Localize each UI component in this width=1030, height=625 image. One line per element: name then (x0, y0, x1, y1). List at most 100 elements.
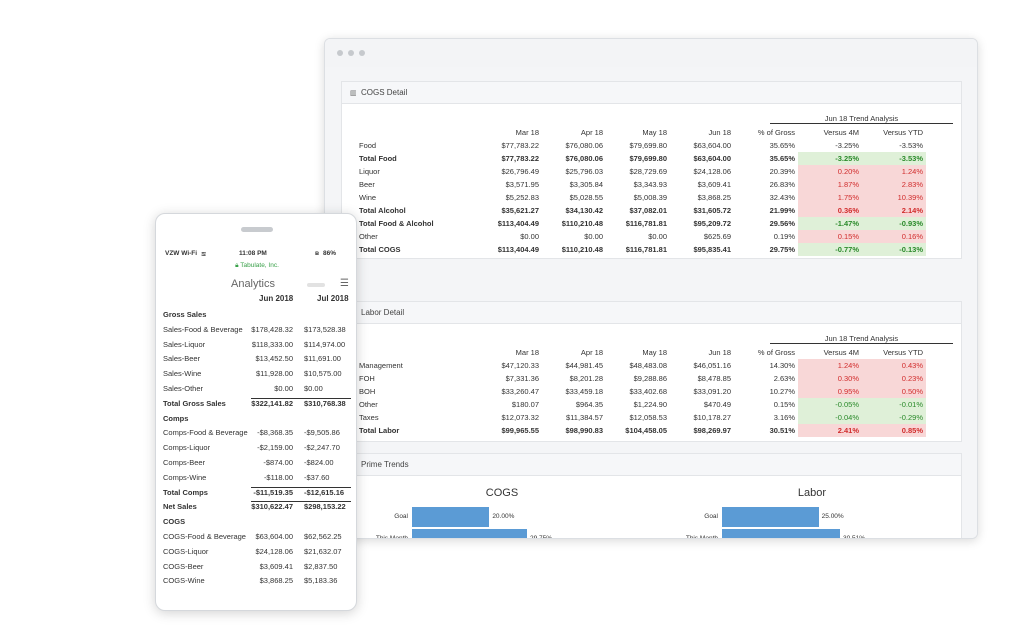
total-divider (251, 486, 351, 488)
table-cell: 30.51% (769, 426, 795, 435)
table-cell: 0.20% (798, 165, 862, 178)
list-item[interactable]: Comps-Wine -$118.00 -$37.60 (163, 473, 351, 488)
bar (722, 529, 840, 538)
table-cell: -0.29% (862, 411, 926, 424)
table-cell: $8,478.85 (697, 374, 731, 383)
trend-analysis-header: Jun 18 Trend Analysis (770, 333, 953, 344)
list-item[interactable]: Comps-Food & Beverage -$8,368.35 -$9,505.8… (163, 428, 351, 443)
row-label: Management (359, 361, 403, 370)
window-dot[interactable] (348, 50, 354, 56)
row-label: Sales-Other (163, 384, 204, 393)
panel-header: ▥ COGS Detail (342, 82, 961, 104)
labor-detail-panel: ▥Labor Detail Jun 18 Trend Analysis Mar … (341, 301, 962, 442)
row-value: $310,622.47 (251, 502, 293, 512)
table-cell: -0.13% (862, 243, 926, 256)
table-cell: $964.35 (575, 400, 603, 409)
list-item[interactable]: Sales-Beer $13,452.50 $11,691.00 (163, 354, 351, 369)
row-label: Sales-Wine (163, 369, 202, 379)
list-item[interactable]: Sales-Food & Beverage $178,428.32 $173,528… (163, 325, 351, 340)
row-label: Comps-Wine (163, 472, 207, 482)
column-header: Versus 4M (823, 128, 859, 137)
table-cell: $104,458.05 (625, 426, 667, 435)
bar-category-label: This Month (375, 535, 408, 539)
total-divider (251, 397, 351, 399)
filter-sliders-icon[interactable]: ☰ (340, 278, 349, 289)
list-item[interactable]: Total Comps -$11,519.35 -$12,615.16 (163, 486, 351, 503)
table-cell: $76,080.06 (565, 141, 603, 150)
table-cell: 35.65% (769, 154, 795, 163)
bar-chart-icon: ▥ (350, 90, 357, 97)
trend-analysis-header: Jun 18 Trend Analysis (770, 113, 953, 124)
column-header: Mar 18 (515, 348, 539, 357)
table-cell: 32.43% (769, 193, 795, 202)
list-item[interactable]: COGS-Liquor $24,128.06 $21,632.07 (163, 547, 351, 562)
list-item[interactable]: Net Sales $310,622.47 $298,153.22 (163, 501, 351, 517)
list-item[interactable]: Total Gross Sales $322,141.82 $310,768.38 (163, 397, 351, 414)
list-item[interactable]: Sales-Liquor $118,333.00 $114,974.00 (163, 340, 351, 355)
row-label: Total COGS (359, 245, 401, 254)
bar-value-label: 30.51% (842, 535, 865, 539)
list-item[interactable]: COGS-Food & Beverage $63,604.00 $62,562.25 (163, 532, 351, 547)
row-label: Total Gross Sales (163, 398, 226, 408)
list-item[interactable]: Sales-Other $0.00 $0.00 (163, 384, 351, 399)
column-header: Apr 18 (580, 348, 603, 357)
table-cell: 20.39% (769, 167, 795, 176)
row-label: Total Alcohol (359, 206, 406, 215)
table-cell: $7,331.36 (505, 374, 539, 383)
table-cell: 1.24% (862, 165, 926, 178)
row-value: $178,428.32 (251, 324, 293, 334)
table-cell: $24,128.06 (693, 167, 731, 176)
list-item[interactable]: Comps-Liquor -$2,159.00 -$2,247.70 (163, 443, 351, 458)
row-label: Liquor (359, 167, 380, 176)
table-cell: $470.49 (703, 400, 731, 409)
window-dot[interactable] (337, 50, 343, 56)
table-cell: $25,796.03 (565, 167, 603, 176)
table-cell: -0.77% (798, 243, 862, 256)
row-label: Comps-Beer (163, 458, 206, 467)
table-cell: $0.00 (520, 232, 539, 241)
list-item[interactable]: Comps-Beer -$874.00 -$824.00 (163, 458, 351, 473)
row-value: -$12,615.16 (304, 487, 345, 497)
list-item[interactable]: Gross Sales (163, 310, 351, 325)
row-label: Sales-Beer (163, 354, 201, 364)
row-label: COGS-Food & Beverage (163, 532, 246, 541)
labor-table: Mar 18 Apr 18 May 18 Jun 18 % of Gross Versus… (356, 346, 926, 437)
list-item[interactable]: COGS-Beer $3,609.41 $2,837.50 (163, 562, 351, 577)
list-item[interactable]: COGS-Wine $3,868.25 $5,183.36 (163, 576, 351, 591)
column-header: Jun 18 (708, 128, 731, 137)
table-cell: $46,051.16 (693, 361, 731, 370)
window-dot[interactable] (359, 50, 365, 56)
table-cell: 2.83% (862, 178, 926, 191)
clock: 11:08 PM (239, 250, 267, 257)
chart-title: COGS (485, 487, 519, 499)
toggle-pill[interactable] (307, 283, 325, 287)
cogs-table: Mar 18 Apr 18 May 18 Jun 18 % of Gross Versus… (356, 126, 926, 256)
desktop-window: ▥ COGS Detail Jun 18 Trend Analysis Mar 1… (324, 38, 978, 539)
table-cell: $33,402.68 (629, 387, 667, 396)
lock-icon: 🔒︎ (235, 262, 241, 269)
column-header: % of Gross (757, 348, 795, 357)
row-label: Beer (359, 180, 375, 189)
table-row: Other $180.07 $964.35 $1,224.90 $470.49 0.15%… (356, 398, 926, 411)
table-row: Wine $5,252.83 $5,028.55 $5,008.39 $3,868.25… (356, 191, 926, 204)
column-header: Jun 18 (708, 348, 731, 357)
row-label: Other (359, 232, 378, 241)
row-label: Comps-Food & Beverage (163, 428, 248, 438)
table-cell: 0.19% (773, 232, 795, 241)
url-bar[interactable]: 🔒︎ Tabulate, Inc. (163, 262, 351, 270)
table-cell: $98,269.97 (693, 426, 731, 435)
row-label: Gross Sales (163, 310, 207, 319)
table-cell: $5,028.55 (569, 193, 603, 202)
table-cell: $9,288.86 (633, 374, 667, 383)
list-item[interactable]: COGS (163, 517, 351, 532)
column-header: % of Gross (757, 128, 795, 137)
table-header-row: Mar 18 Apr 18 May 18 Jun 18 % of Gross Versus… (356, 126, 926, 139)
bar-value-label: 29.75% (530, 535, 553, 539)
phone-screen: VZW Wi-Fi ≋ 11:08 PM ʙ 86% 🔒︎ Tabulate, … (163, 246, 351, 596)
list-item[interactable]: Comps (163, 414, 351, 429)
bar (722, 507, 819, 527)
table-cell: -3.25% (835, 141, 859, 150)
table-cell: 0.23% (862, 372, 926, 385)
table-cell: 0.36% (798, 204, 862, 217)
list-item[interactable]: Sales-Wine $11,928.00 $10,575.00 (163, 369, 351, 384)
